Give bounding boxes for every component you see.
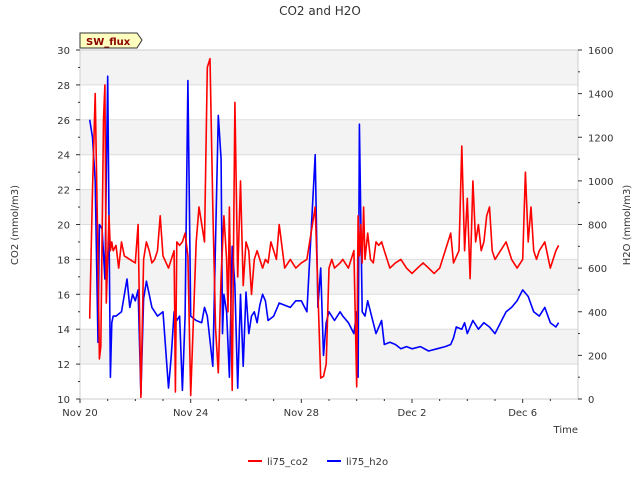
- plot-band: [80, 329, 578, 365]
- left-tick-label: 18: [57, 255, 70, 266]
- right-tick-label: 1200: [588, 133, 613, 144]
- right-tick-label: 1600: [588, 46, 613, 57]
- plot-band: [80, 119, 578, 155]
- series-line-li75-co2: [88, 57, 560, 399]
- right-tick-label: 200: [588, 351, 607, 362]
- x-tick-label: Nov 20: [62, 408, 97, 419]
- left-tick-label: 10: [57, 395, 70, 406]
- x-axis-label: Time: [553, 425, 578, 436]
- left-tick-label: 22: [57, 186, 70, 197]
- right-axis: 0 200 400 600 800 1000 1200 1400 1600: [578, 46, 613, 406]
- series-line-li75-h2o: [88, 75, 560, 396]
- right-tick-label: 1000: [588, 177, 613, 188]
- right-tick-label: 400: [588, 308, 607, 319]
- plot-band: [80, 50, 578, 85]
- plot-band: [80, 189, 578, 225]
- right-tick-label: 0: [588, 395, 594, 406]
- left-tick-label: 20: [57, 221, 70, 232]
- left-tick-label: 14: [57, 325, 70, 336]
- chart-title: CO2 and H2O: [279, 4, 361, 18]
- x-tick-label: Nov 28: [284, 408, 319, 419]
- series-layer: [88, 57, 560, 399]
- x-tick-label: Dec 2: [398, 408, 427, 419]
- left-tick-label: 16: [57, 290, 70, 301]
- right-tick-label: 800: [588, 221, 607, 232]
- left-axis: 10 12 14 16 18 20 22 24 26 28 30: [57, 46, 80, 406]
- left-tick-label: 12: [57, 360, 70, 371]
- site-label-shape: [79, 32, 143, 49]
- y-axis-left-label: CO2 (mmol/m3): [10, 185, 21, 265]
- y-axis-right-label: H2O (mmol/m3): [622, 185, 633, 266]
- gridlines: [80, 49, 578, 400]
- left-tick-label: 24: [57, 151, 70, 162]
- x-tick-label: Nov 24: [173, 408, 208, 419]
- left-tick-label: 26: [57, 116, 70, 127]
- x-tick-label: Dec 6: [508, 408, 537, 419]
- x-axis: Nov 20 Nov 24 Nov 28 Dec 2 Dec 6: [62, 399, 551, 419]
- legend: li75_co2 li75_h2o: [248, 457, 388, 468]
- legend-label-h2o: li75_h2o: [346, 457, 388, 468]
- site-label-box: SW_flux: [79, 32, 143, 49]
- site-label: SW_flux: [86, 37, 131, 48]
- left-tick-label: 28: [57, 81, 70, 92]
- left-tick-label: 30: [57, 46, 70, 57]
- right-tick-label: 600: [588, 264, 607, 275]
- right-tick-label: 1400: [588, 90, 613, 101]
- legend-label-co2: li75_co2: [267, 457, 308, 468]
